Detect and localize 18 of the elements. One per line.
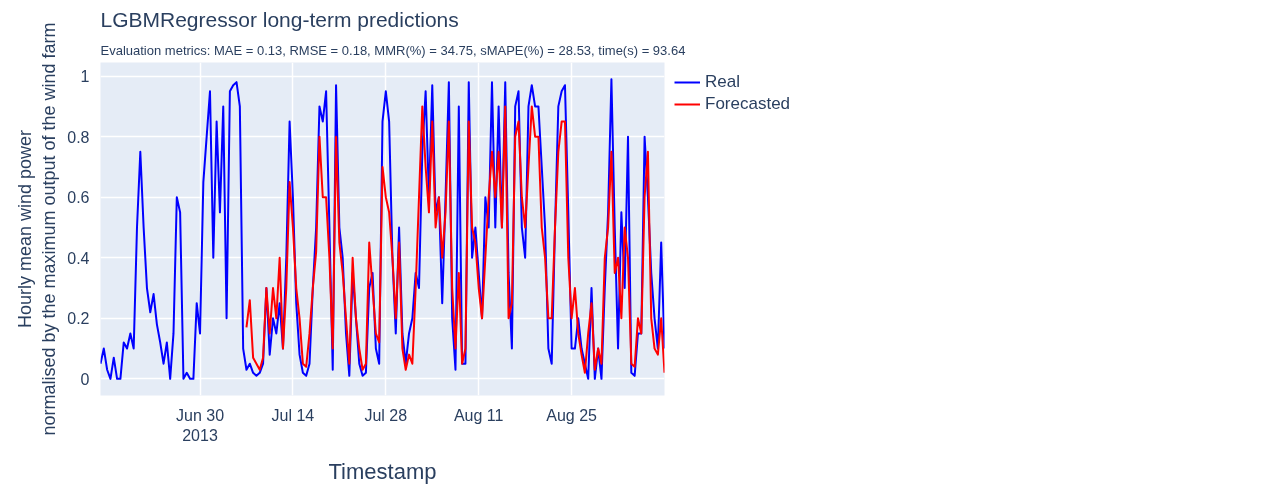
x-tick-label: Aug 11 bbox=[453, 406, 504, 424]
y-tick-label: 0.6 bbox=[67, 189, 90, 207]
x-tick-label: Jul 28 bbox=[364, 406, 408, 424]
legend-label: Real bbox=[705, 72, 740, 92]
y-axis-title: Hourly mean wind power normalised by the maximum output of the wind farm bbox=[15, 22, 60, 436]
chart-title: LGBMRegressor long-term predictions bbox=[100, 7, 459, 31]
y-tick-label: 0 bbox=[80, 370, 90, 388]
line-series bbox=[245, 105, 665, 374]
y-tick-label: 0.8 bbox=[67, 128, 90, 146]
x-axis-title: Timestamp bbox=[328, 458, 437, 484]
x-tick-label: Jun 30 2013 bbox=[176, 406, 225, 444]
x-tick-label: Jul 14 bbox=[271, 406, 315, 424]
chart-subtitle: Evaluation metrics: MAE = 0.13, RMSE = 0.18, MMR(%) = 34.75, sMAPE(%) = 28.53, time(s) = 93.64 bbox=[100, 42, 686, 58]
y-tick-label: 0.2 bbox=[67, 310, 90, 328]
legend-label: Forecasted bbox=[705, 94, 791, 114]
x-tick-label: Aug 25 bbox=[546, 406, 598, 424]
y-tick-label: 1 bbox=[80, 68, 90, 86]
y-tick-label: 0.4 bbox=[67, 249, 90, 267]
